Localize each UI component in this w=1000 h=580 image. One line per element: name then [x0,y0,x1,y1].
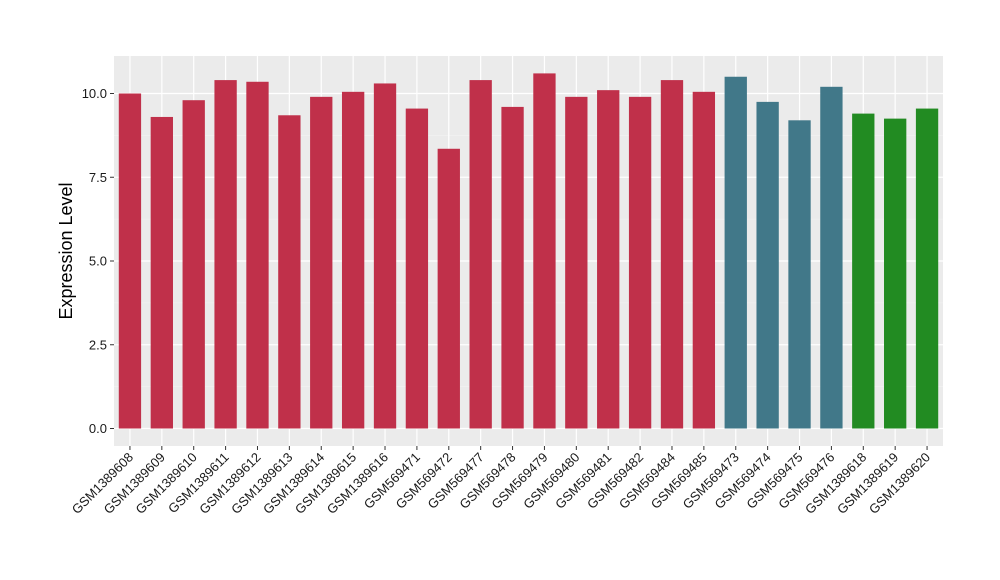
bar [405,108,429,429]
x-axis: GSM1389608GSM1389609GSM1389610GSM1389611… [69,446,933,517]
bar [660,80,684,429]
bar [501,106,524,429]
y-tick-label: 5.0 [89,254,107,269]
bar [278,115,301,429]
bar [214,80,237,429]
bar [692,91,716,429]
bar [118,93,142,429]
bar [852,113,875,429]
y-axis: 0.0 2.5 5.0 7.5 10.0 [82,86,114,436]
bar [373,83,397,429]
bar [884,118,907,429]
y-axis-title: Expression Level [56,182,76,319]
y-tick-label: 2.5 [89,337,107,352]
bar [565,96,588,429]
bar [246,81,269,429]
bar [150,116,173,429]
bar [820,86,843,429]
bar [533,73,556,429]
bar [341,91,365,429]
bar [597,90,620,429]
bar [915,108,939,429]
y-tick-label: 0.0 [89,421,107,436]
bar [724,76,747,429]
y-tick-label: 7.5 [89,170,107,185]
plot-panel [114,56,943,446]
bar [437,148,460,429]
bar [310,96,333,429]
bar [756,101,779,429]
y-tick-label: 10.0 [82,86,107,101]
bar [182,100,205,429]
bar [628,96,652,429]
bars [118,73,939,429]
bar [469,80,492,429]
bar [788,120,811,429]
